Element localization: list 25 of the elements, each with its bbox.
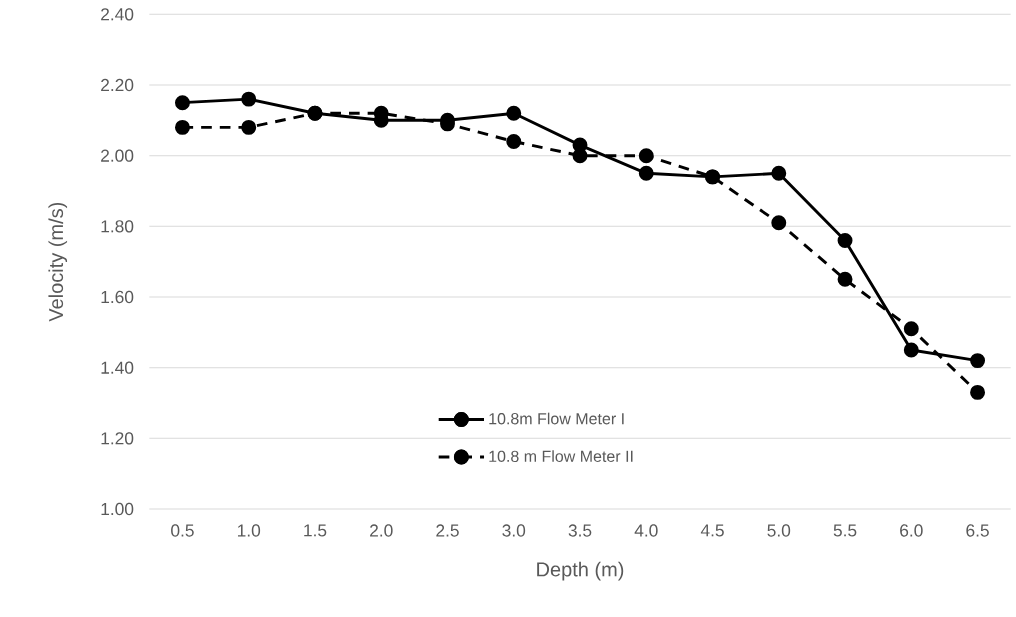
legend-label: 10.8m Flow Meter I [489,412,624,425]
y-tick-label: 1.80 [101,220,134,233]
y-tick-label: 2.00 [101,149,134,162]
x-tick-label: 0.5 [171,524,194,537]
x-tick-label: 4.0 [634,524,658,537]
legend-label: 10.8 m Flow Meter II [489,450,633,462]
x-tick-label: 3.5 [568,524,592,537]
x-tick-label: 1.5 [304,524,327,537]
y-tick-label: 1.00 [101,502,134,516]
x-tick-label: 3.0 [502,524,526,537]
y-axis-title: Velocity (m/s) [48,202,68,322]
x-axis-title: Depth (m) [537,561,624,581]
x-tick-label: 6.0 [900,524,923,537]
x-tick-label: 5.5 [833,524,857,537]
y-tick-label: 2.40 [101,8,134,21]
x-tick-label: 2.0 [370,524,393,537]
y-tick-label: 1.20 [101,432,134,445]
x-tick-label: 4.5 [700,524,724,537]
y-tick-label: 1.60 [101,290,134,304]
x-tick-label: 1.0 [237,524,261,537]
x-tick-label: 2.5 [436,524,459,537]
x-tick-label: 5.0 [767,524,791,537]
y-tick-label: 2.20 [101,78,134,92]
y-tick-label: 1.40 [101,361,134,374]
x-tick-label: 6.5 [966,524,989,537]
